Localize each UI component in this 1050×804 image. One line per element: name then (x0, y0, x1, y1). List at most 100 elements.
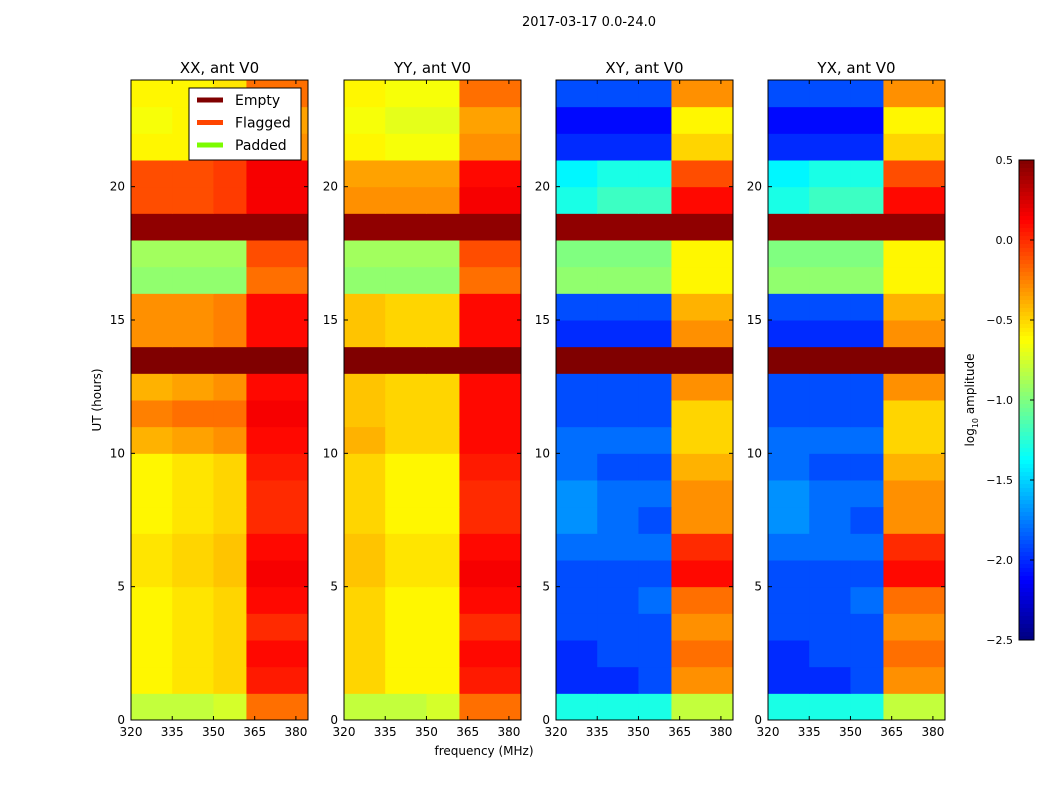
heatmap-cell (768, 373, 810, 401)
heatmap-cell (638, 560, 672, 588)
heatmap-cell (172, 586, 214, 614)
heatmap-cell (385, 560, 427, 588)
heatmap-cell (459, 640, 522, 668)
heatmap-cell (809, 586, 851, 614)
heatmap-cell (131, 693, 173, 721)
heatmap-cell (172, 666, 214, 694)
heatmap-cell (809, 613, 851, 641)
heatmap-cell (671, 373, 734, 401)
heatmap-cell (344, 133, 386, 161)
heatmap-cell (883, 80, 946, 108)
heatmap-cell (809, 160, 851, 188)
heatmap-cell (556, 506, 598, 534)
heatmap-cell (385, 106, 427, 134)
colorbar-segment (1019, 468, 1034, 473)
y-tick-label: 20 (535, 180, 550, 194)
heatmap-cell (172, 160, 214, 188)
colorbar-segment (1019, 472, 1034, 477)
heatmap-cell (597, 160, 639, 188)
colorbar-segment (1019, 356, 1034, 361)
heatmap-cell (638, 346, 672, 374)
heatmap-cell (671, 346, 734, 374)
heatmap-cell (597, 346, 639, 374)
colorbar-segment (1019, 272, 1034, 277)
colorbar-segment (1019, 620, 1034, 625)
heatmap-cell (426, 160, 460, 188)
colorbar-segment (1019, 512, 1034, 517)
colorbar-segment (1019, 316, 1034, 321)
colorbar-segment (1019, 524, 1034, 529)
colorbar-segment (1019, 172, 1034, 177)
y-tick-label: 15 (535, 313, 550, 327)
heatmap-cell (556, 693, 598, 721)
heatmap-cell (883, 400, 946, 428)
heatmap-cell (768, 186, 810, 214)
heatmap-cell (768, 293, 810, 321)
heatmap-cell (459, 586, 522, 614)
heatmap-cell (426, 106, 460, 134)
colorbar-segment (1019, 588, 1034, 593)
heatmap-cell (671, 640, 734, 668)
colorbar-tick-label: −1.5 (986, 474, 1013, 487)
y-axis-label: UT (hours) (90, 368, 104, 431)
heatmap-cell (213, 320, 247, 348)
heatmap-cell (426, 373, 460, 401)
y-tick-label: 15 (747, 313, 762, 327)
heatmap-cell (426, 693, 460, 721)
heatmap-cell (246, 426, 309, 454)
panel-3: YX, ant V0 320 335 350 365 380 0 5 10 15 20 (747, 59, 946, 739)
y-tick-label: 10 (747, 446, 762, 460)
heatmap-cell (883, 133, 946, 161)
heatmap-cell (344, 213, 386, 241)
heatmap-cell (597, 373, 639, 401)
colorbar-segment (1019, 400, 1034, 405)
colorbar-segment (1019, 416, 1034, 421)
heatmap-cell (597, 693, 639, 721)
heatmap-cell (213, 373, 247, 401)
heatmap-cell (131, 320, 173, 348)
x-tick-label: 350 (839, 725, 862, 739)
heatmap-cell (556, 106, 598, 134)
heatmap-cell (459, 373, 522, 401)
colorbar-segment (1019, 324, 1034, 329)
colorbar-segment (1019, 424, 1034, 429)
heatmap-cell (385, 80, 427, 108)
heatmap-cell (172, 613, 214, 641)
heatmap-cell (344, 240, 386, 268)
heatmap-cell (671, 106, 734, 134)
colorbar-segment (1019, 340, 1034, 345)
heatmap-cell (809, 240, 851, 268)
heatmap-cell (426, 640, 460, 668)
colorbar-segment (1019, 428, 1034, 433)
heatmap-cell (809, 320, 851, 348)
colorbar-segment (1019, 456, 1034, 461)
heatmap-cell (556, 426, 598, 454)
heatmap-cell (850, 613, 884, 641)
heatmap-cell (459, 320, 522, 348)
x-tick-label: 320 (333, 725, 356, 739)
colorbar-segment (1019, 432, 1034, 437)
heatmap-cell (809, 426, 851, 454)
heatmap-cell (597, 320, 639, 348)
colorbar-segment (1019, 332, 1034, 337)
heatmap-cell (883, 533, 946, 561)
colorbar-segment (1019, 544, 1034, 549)
colorbar-segment (1019, 388, 1034, 393)
colorbar-segment (1019, 188, 1034, 193)
heatmap-cell (556, 400, 598, 428)
heatmap-cell (850, 480, 884, 508)
heatmap-cell (213, 293, 247, 321)
heatmap-cell (597, 666, 639, 694)
heatmap-cell (246, 320, 309, 348)
colorbar-segment (1019, 360, 1034, 365)
colorbar-segment (1019, 372, 1034, 377)
colorbar-segment (1019, 500, 1034, 505)
figure-title: 2017-03-17 0.0-24.0 (522, 15, 656, 30)
y-tick-label: 15 (110, 313, 125, 327)
heatmap-cell (638, 506, 672, 534)
heatmap-cell (671, 560, 734, 588)
heatmap-cell (809, 133, 851, 161)
colorbar-segment (1019, 464, 1034, 469)
x-tick-label: 380 (284, 725, 307, 739)
y-tick-label: 0 (754, 713, 762, 727)
